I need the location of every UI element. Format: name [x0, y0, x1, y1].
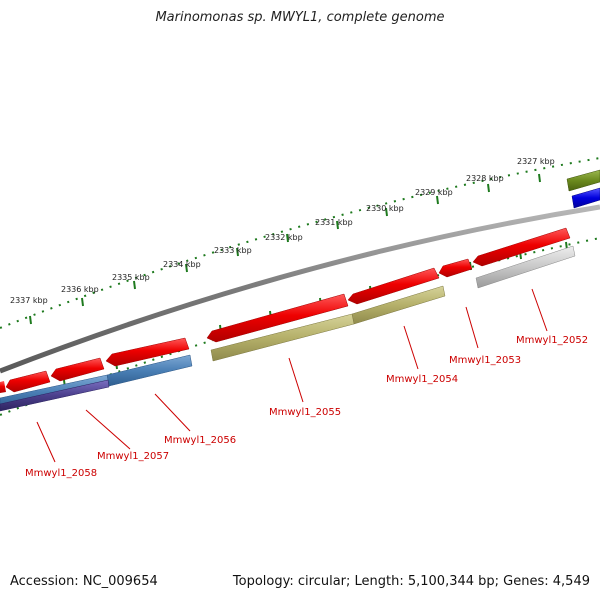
- tick-label: 2329 kbp: [415, 188, 453, 197]
- gene-bar-mmwyl1-2052[interactable]: [475, 245, 576, 289]
- cds-arrow[interactable]: [5, 370, 51, 393]
- accession-text: Accession: NC_009654: [10, 574, 158, 589]
- tick-label: 2327 kbp: [517, 157, 555, 166]
- tick-label: 2328 kbp: [466, 174, 504, 183]
- cds-arrow[interactable]: [206, 293, 349, 343]
- cds-arrow[interactable]: [472, 227, 571, 267]
- gene-label: Mmwyl1_2053: [449, 355, 521, 366]
- tick-label: 2330 kbp: [366, 204, 404, 213]
- tick-label: 2334 kbp: [163, 260, 201, 269]
- gene-label: Mmwyl1_2058: [25, 468, 97, 479]
- tick-label: 2331 kbp: [315, 218, 353, 227]
- gene-feature-track: [0, 169, 600, 412]
- outer-tick-ring: [0, 157, 600, 329]
- gene-label: Mmwyl1_2052: [516, 335, 588, 346]
- tick-label: 2335 kbp: [112, 273, 150, 282]
- outer-major-ticks: [29, 173, 541, 325]
- label-leader-lines: [36, 288, 548, 463]
- gene-bar-mmwyl1-2058[interactable]: [0, 379, 110, 412]
- cds-arrow[interactable]: [0, 381, 6, 393]
- gene-label: Mmwyl1_2057: [97, 451, 169, 462]
- cds-arrow[interactable]: [50, 357, 105, 382]
- map-title: Marinomonas sp. MWYL1, complete genome: [155, 10, 445, 25]
- tick-label: 2337 kbp: [10, 296, 48, 305]
- cds-arrow[interactable]: [347, 267, 440, 305]
- cds-track: [0, 227, 571, 393]
- gene-bar-mmwyl1-2055[interactable]: [210, 313, 355, 362]
- tick-label: 2336 kbp: [61, 285, 99, 294]
- tick-label: 2332 kbp: [265, 233, 303, 242]
- cds-arrow[interactable]: [105, 337, 190, 367]
- gene-label: Mmwyl1_2056: [164, 435, 236, 446]
- gene-bar-upper-blue[interactable]: [571, 187, 600, 209]
- genome-summary-text: Topology: circular; Length: 5,100,344 bp…: [232, 574, 590, 589]
- cds-arrow[interactable]: [438, 258, 473, 278]
- gene-label: Mmwyl1_2055: [269, 407, 341, 418]
- tick-label: 2333 kbp: [214, 246, 252, 255]
- gene-label: Mmwyl1_2054: [386, 374, 458, 385]
- genome-backbone: [0, 204, 600, 374]
- gene-bar-upper-olive[interactable]: [566, 169, 600, 192]
